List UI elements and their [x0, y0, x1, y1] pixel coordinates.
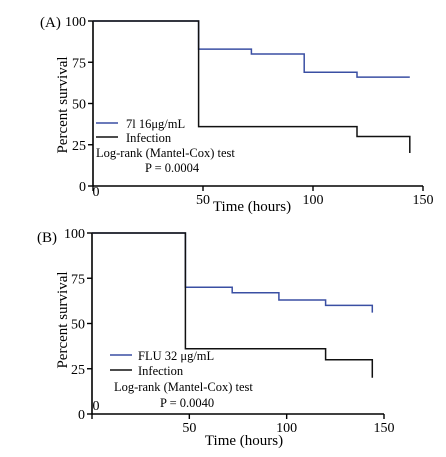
panel-b-label: (B): [37, 230, 57, 246]
panel-a-label: (A): [40, 15, 61, 31]
panel-a-series: [93, 20, 411, 153]
panel-a-y-axis-label: Percent survival: [55, 56, 71, 153]
panel-b-ticks: 0 25 50 75 100 0 50 100 150: [64, 227, 395, 436]
panel-a-x-tick-label: 50: [196, 193, 210, 208]
panel-a: (A) Percent survival Time (hours) 0 25 50 7…: [40, 15, 434, 215]
panel-b-p-value: P = 0.0040: [160, 396, 214, 410]
panel-a-y-tick-label: 75: [72, 56, 86, 71]
panel-b-y-tick-label: 25: [71, 363, 85, 378]
panel-a-y-tick-label: 50: [72, 98, 86, 113]
panel-a-legend-infection: Infection: [126, 131, 172, 145]
panel-b-y-tick-label: 100: [64, 227, 85, 242]
panel-b-x-tick-label: 150: [374, 421, 395, 436]
panel-a-y-tick-label: 100: [65, 15, 86, 30]
panel-b-x-tick-label: 100: [276, 421, 297, 436]
panel-b: (B) Percent survival Time (hours) 0 25 50 7…: [37, 227, 395, 449]
panel-b-series-treatment-line: [92, 232, 374, 313]
panel-b-legend-infection: Infection: [138, 364, 184, 378]
panel-a-series-treatment-line: [93, 20, 410, 78]
panel-a-y-tick-label: 0: [79, 180, 86, 195]
panel-b-y-axis-label: Percent survival: [55, 271, 71, 368]
panel-a-x-tick-label: 150: [413, 193, 434, 208]
panel-a-x-tick-label: 0: [93, 185, 100, 200]
panel-a-x-axis-label: Time (hours): [213, 199, 291, 215]
panel-b-y-tick-label: 75: [71, 272, 85, 287]
panel-a-ticks: 0 25 50 75 100 0 50 100 150: [65, 15, 434, 208]
panel-b-y-tick-label: 0: [78, 408, 85, 423]
panel-b-x-tick-label: 0: [93, 399, 100, 414]
panel-b-x-tick-label: 50: [182, 421, 196, 436]
panel-a-test-name: Log-rank (Mantel-Cox) test: [96, 146, 235, 160]
panel-b-series: [92, 232, 374, 378]
panel-b-legend-treatment: FLU 32 μg/mL: [138, 349, 214, 363]
panel-a-p-value: P = 0.0004: [145, 161, 200, 175]
panel-b-series-infection-line: [92, 232, 374, 378]
panel-a-series-infection-line: [93, 20, 411, 153]
panel-a-legend-treatment: 7l 16μg/mL: [126, 117, 185, 131]
panel-b-x-axis-label: Time (hours): [205, 433, 283, 449]
panel-b-y-tick-label: 50: [71, 318, 85, 333]
panel-a-y-tick-label: 25: [72, 139, 86, 154]
panel-a-x-tick-label: 100: [303, 193, 324, 208]
panel-b-test-name: Log-rank (Mantel-Cox) test: [114, 380, 253, 394]
